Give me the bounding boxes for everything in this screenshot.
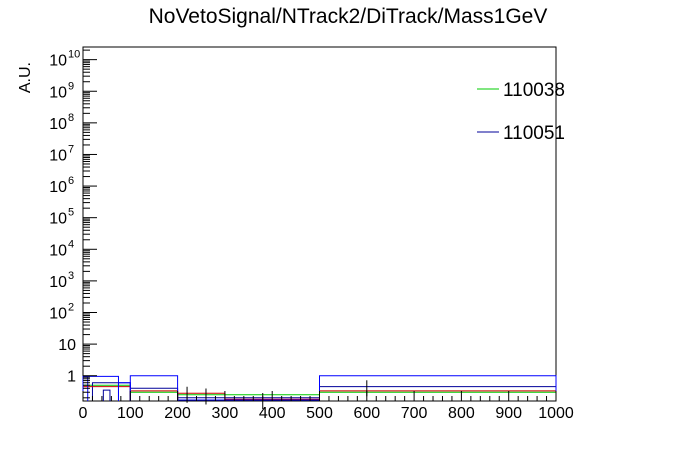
x-tick-label: 500	[306, 405, 333, 422]
y-tick-exponent: 8	[68, 112, 74, 124]
legend-label: 110038	[503, 80, 565, 101]
y-tick-label: 10 5	[49, 207, 74, 228]
y-tick-exponent: 5	[68, 207, 74, 219]
y-tick-label: 10 10	[49, 49, 80, 70]
x-tick-label: 100	[117, 405, 144, 422]
plot-frame	[82, 46, 557, 402]
legend-entry: 110038	[477, 80, 565, 101]
plot-area	[82, 46, 557, 409]
y-tick-label: 10	[58, 337, 76, 354]
histogram-bin	[129, 391, 179, 401]
y-tick-exponent: 2	[68, 302, 74, 314]
y-tick-exponent: 6	[68, 175, 74, 187]
x-tick-label: 1000	[538, 405, 574, 422]
x-tick-label: 0	[79, 405, 88, 422]
legend-label: 110051	[503, 123, 565, 144]
x-tick-label: 200	[164, 405, 191, 422]
histogram-bin	[319, 386, 557, 401]
y-tick-base: 10	[49, 306, 67, 323]
y-tick-label: 10 7	[49, 143, 74, 164]
y-tick-label: 10 4	[49, 238, 74, 259]
histogram-bin	[319, 391, 557, 401]
y-tick-label: 10 2	[49, 302, 74, 323]
histogram-bin	[82, 386, 131, 401]
x-tick-label: 700	[401, 405, 428, 422]
y-tick-exponent: 3	[68, 270, 74, 282]
legend: 110038 110051	[477, 80, 565, 144]
y-tick-label: 10 8	[49, 112, 74, 133]
histogram-bin	[129, 387, 179, 401]
chart-title: NoVetoSignal/NTrack2/DiTrack/Mass1GeV	[149, 5, 548, 28]
y-tick-base: 10	[49, 211, 67, 228]
y-tick-exponent: 4	[68, 238, 74, 250]
y-tick-label: 10 3	[49, 270, 74, 291]
x-axis: 0 100 200 300 400 500 600 700 800 900 1000	[79, 391, 574, 422]
histogram-bin	[319, 375, 557, 401]
y-tick-base: 10	[49, 84, 67, 101]
y-tick-base: 10	[49, 274, 67, 291]
y-tick-base: 10	[49, 53, 67, 70]
x-tick-label: 300	[212, 405, 239, 422]
x-tick-label: 400	[259, 405, 286, 422]
y-tick-label: 10 9	[49, 80, 74, 101]
legend-entry: 110051	[477, 123, 565, 144]
y-tick-base: 10	[49, 116, 67, 133]
x-tick-label: 600	[353, 405, 380, 422]
y-tick-base: 10	[49, 147, 67, 164]
y-tick-exponent: 7	[68, 143, 74, 155]
x-tick-label: 800	[448, 405, 475, 422]
histogram-bin	[82, 384, 131, 401]
y-axis-label: A.U.	[17, 62, 34, 93]
y-tick-label: 10 6	[49, 175, 74, 196]
y-tick-exponent: 10	[68, 49, 80, 61]
y-tick-base: 10	[58, 337, 76, 354]
y-tick-label: 1	[67, 369, 76, 386]
histogram-bin	[102, 389, 111, 401]
y-tick-exponent: 9	[68, 80, 74, 92]
x-tick-label: 900	[495, 405, 522, 422]
y-tick-base: 10	[49, 179, 67, 196]
y-tick-base: 10	[49, 242, 67, 259]
y-tick-base: 1	[67, 369, 76, 386]
